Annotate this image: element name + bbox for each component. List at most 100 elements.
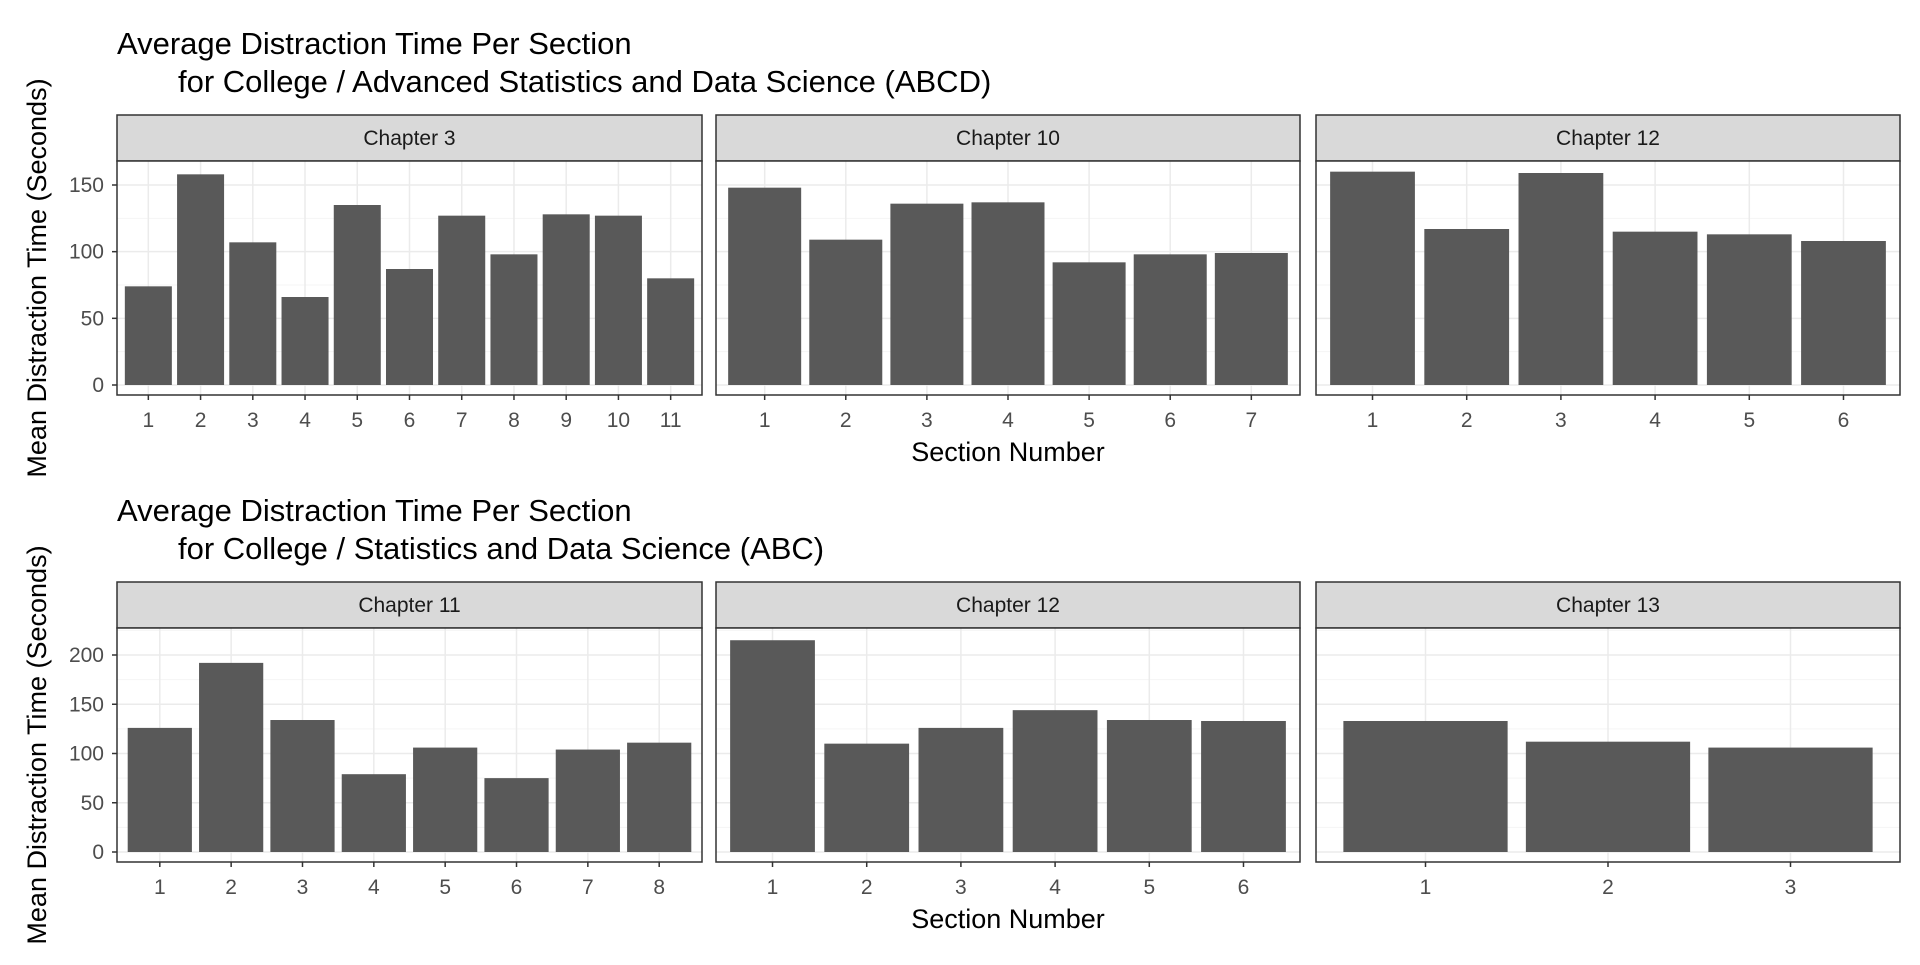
- x-tick-label: 6: [511, 876, 523, 899]
- y-tick-label: 100: [69, 743, 104, 766]
- bar: [728, 187, 802, 385]
- x-axis-title: Section Number: [911, 437, 1105, 467]
- x-tick-label: 5: [1143, 876, 1155, 899]
- facet-strip-label: Chapter 13: [1556, 594, 1660, 617]
- x-tick-label: 4: [1049, 876, 1061, 899]
- x-tick-label: 1: [154, 876, 166, 899]
- x-tick-label: 10: [607, 409, 630, 432]
- bar: [1708, 747, 1873, 852]
- x-tick-label: 5: [1743, 409, 1755, 432]
- bar: [229, 242, 277, 385]
- bar: [542, 214, 590, 385]
- plot-title: Average Distraction Time Per Section: [117, 26, 632, 61]
- bar: [890, 203, 964, 385]
- x-axis-title: Section Number: [911, 904, 1105, 934]
- bar: [199, 662, 264, 852]
- facet-panel: Chapter 12 1 2 3 4 5 6: [715, 581, 1301, 899]
- y-tick-label: 50: [81, 307, 104, 330]
- panel-border: [1315, 160, 1901, 396]
- bar: [555, 749, 620, 852]
- x-tick-label: 4: [368, 876, 380, 899]
- x-tick-label: 2: [225, 876, 237, 899]
- x-tick-label: 5: [1083, 409, 1095, 432]
- panel-border: [116, 627, 703, 863]
- x-tick-label: 4: [1002, 409, 1014, 432]
- bar: [1330, 171, 1415, 385]
- facet-strip: [1315, 114, 1901, 162]
- bar: [385, 269, 434, 385]
- x-tick-label: 3: [1555, 409, 1567, 432]
- bar: [1214, 253, 1288, 385]
- x-tick-label: 8: [653, 876, 665, 899]
- x-tick-label: 1: [1420, 876, 1432, 899]
- x-tick-label: 1: [759, 409, 771, 432]
- x-tick-label: 9: [560, 409, 572, 432]
- y-tick-label: 50: [81, 792, 104, 815]
- facet-strip: [116, 581, 703, 629]
- bar: [333, 205, 381, 385]
- x-tick-label: 3: [247, 409, 259, 432]
- facet-panel: Chapter 11 1 2 3 4 5 6 7 8: [116, 581, 703, 899]
- y-axis-title: Mean Distraction Time (Seconds): [22, 78, 52, 477]
- y-tick-label: 100: [69, 241, 104, 264]
- bar: [281, 297, 329, 385]
- bar: [1706, 234, 1792, 385]
- bar: [1133, 254, 1207, 385]
- bar: [1012, 710, 1098, 852]
- x-tick-label: 7: [582, 876, 594, 899]
- y-tick-label: 0: [92, 841, 104, 864]
- x-tick-label: 2: [840, 409, 852, 432]
- facet-strip-label: Chapter 12: [1556, 127, 1660, 150]
- facet-strip: [116, 114, 703, 162]
- x-tick-label: 2: [861, 876, 873, 899]
- facet-panel: Chapter 3 1 2 3 4 5 6 7 8 9 10 11: [116, 114, 703, 432]
- plot-subtitle: for College / Statistics and Data Scienc…: [178, 531, 824, 566]
- x-tick-label: 4: [1649, 409, 1661, 432]
- bar: [177, 174, 225, 385]
- bar: [438, 215, 486, 385]
- bar: [1801, 241, 1886, 385]
- x-tick-label: 4: [299, 409, 311, 432]
- x-tick-label: 2: [1461, 409, 1473, 432]
- facet-strip: [715, 581, 1301, 629]
- bar: [124, 286, 172, 385]
- x-tick-label: 1: [767, 876, 779, 899]
- bar: [127, 727, 192, 852]
- bar: [413, 747, 478, 852]
- bar: [1343, 720, 1508, 852]
- plot-title: Average Distraction Time Per Section: [117, 493, 632, 528]
- plot-subtitle: for College / Advanced Statistics and Da…: [178, 64, 991, 99]
- bar: [594, 215, 642, 385]
- x-tick-label: 5: [351, 409, 363, 432]
- chart-2: Average Distraction Time Per Sectionfor …: [22, 493, 1901, 945]
- y-axis-title: Mean Distraction Time (Seconds): [22, 545, 52, 944]
- y-tick-label: 200: [69, 644, 104, 667]
- facet-panel: Chapter 10 1 2 3 4 5 6 7: [715, 114, 1301, 432]
- panel-border: [715, 627, 1301, 863]
- bar: [490, 254, 538, 385]
- bar: [824, 743, 910, 852]
- y-tick-label: 0: [92, 374, 104, 397]
- bar: [971, 202, 1045, 385]
- bar: [1052, 262, 1126, 385]
- bar: [627, 742, 692, 852]
- x-tick-label: 6: [404, 409, 416, 432]
- facet-strip: [1315, 581, 1901, 629]
- x-tick-label: 8: [508, 409, 520, 432]
- x-tick-label: 1: [142, 409, 154, 432]
- bar: [270, 720, 335, 852]
- x-tick-label: 3: [1785, 876, 1797, 899]
- bar: [1201, 720, 1286, 852]
- bar: [1106, 720, 1192, 852]
- x-tick-label: 7: [456, 409, 468, 432]
- facet-panel: Chapter 12 1 2 3 4 5 6: [1315, 114, 1901, 432]
- facet-panel: Chapter 13 1 2 3: [1315, 581, 1901, 899]
- bar: [730, 640, 815, 852]
- x-tick-label: 2: [195, 409, 207, 432]
- facet-strip-label: Chapter 3: [363, 127, 455, 150]
- bar: [341, 774, 406, 852]
- bar: [809, 239, 883, 385]
- x-tick-label: 6: [1838, 409, 1850, 432]
- x-tick-label: 5: [439, 876, 451, 899]
